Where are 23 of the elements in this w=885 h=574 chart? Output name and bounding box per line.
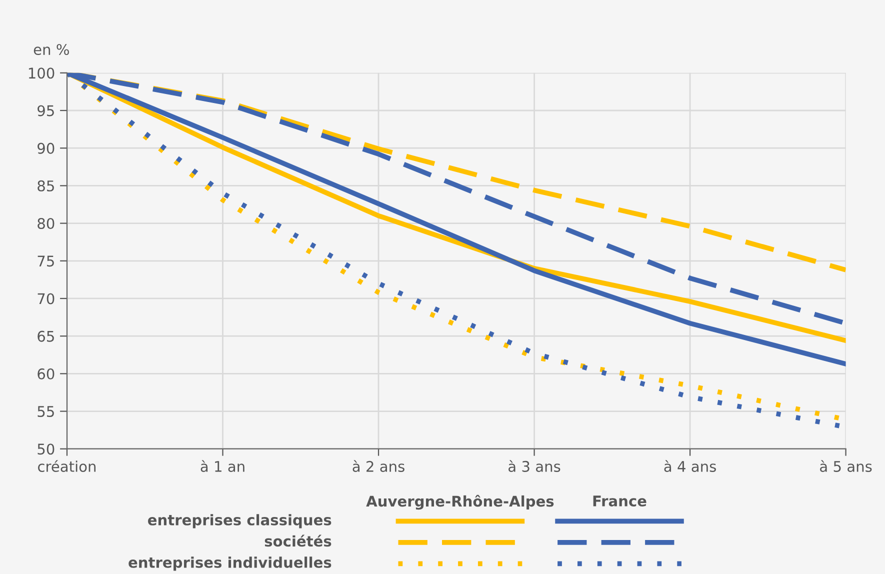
x-tick-label: à 5 ans [820,460,872,472]
y-tick-label: 60 [38,368,54,380]
x-tick-label: création [38,460,96,472]
x-tick-label: à 4 ans [664,460,716,472]
text: France [593,496,646,506]
y-tick-label: 70 [38,293,54,304]
y-axis-title: en % [34,44,69,56]
text: Auvergne-Rhône-Alpes [366,494,554,510]
y-tick-label: 90 [38,142,54,154]
y-tick-label: 80 [38,218,54,230]
text: entreprises individuelles [128,556,332,571]
y-tick-label: 65 [38,330,54,342]
x-tick-label: à 2 ans [352,460,404,472]
y-tick-label: 50 [38,444,54,455]
y-tick-label: 95 [38,105,54,116]
x-tick-label: à 1 an [200,460,244,472]
text: sociétés [264,534,332,547]
y-tick-label: 85 [38,180,54,192]
y-tick-label: 100 [28,68,54,79]
x-tick-label: à 3 ans [508,460,560,472]
y-tick-label: 55 [38,406,54,418]
text: entreprises classiques [148,514,332,528]
y-tick-label: 75 [38,256,54,267]
